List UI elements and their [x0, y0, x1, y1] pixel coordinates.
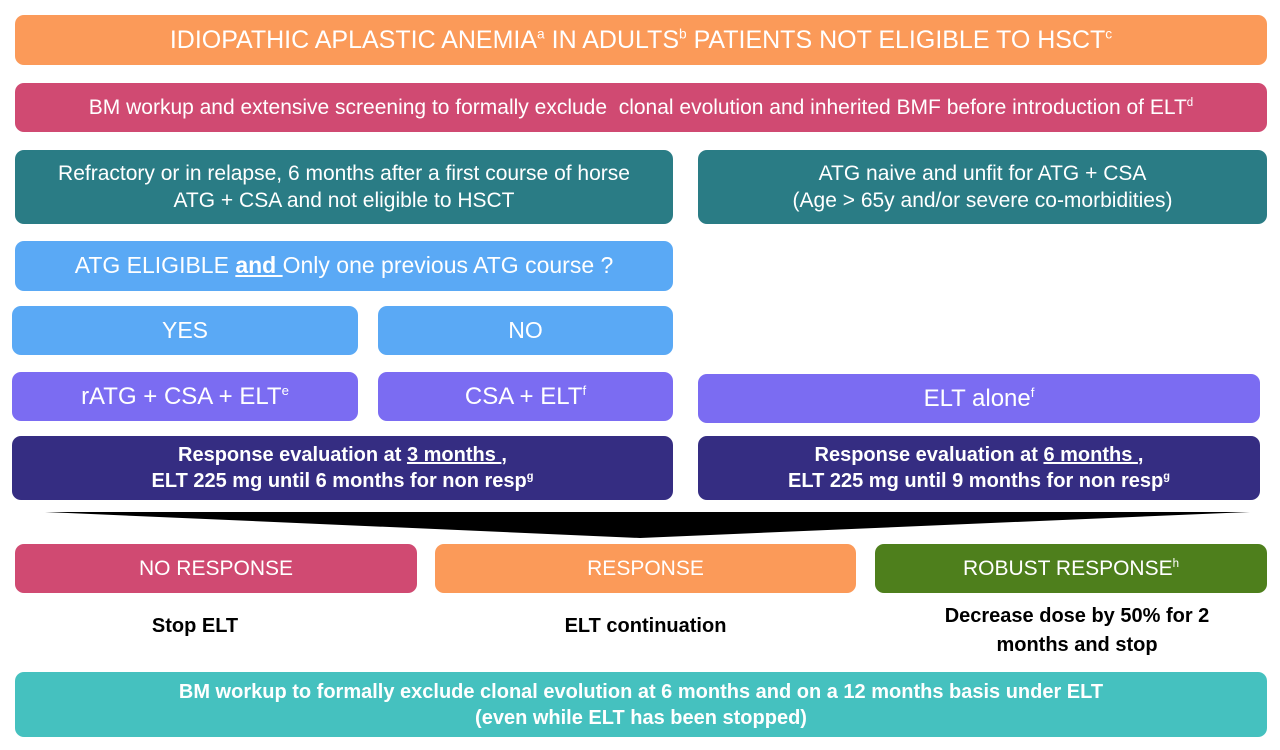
- sup: d: [1186, 96, 1194, 109]
- line: Response evaluation at 6 months ,: [815, 442, 1144, 468]
- sup: f: [582, 382, 587, 398]
- text: ELT 225 mg until 6 months for non resp: [151, 470, 527, 492]
- robust: ROBUST RESPONSEh: [963, 555, 1179, 582]
- question: ATG ELIGIBLE and Only one previous ATG c…: [75, 251, 614, 281]
- text: ,: [501, 444, 507, 466]
- line: Decrease dose by 50% for 2: [944, 605, 1210, 627]
- refractory-box: Refractory or in relapse, 6 months after…: [15, 150, 673, 224]
- no-box: NO: [378, 306, 673, 355]
- screening-box: BM workup and extensive screening to for…: [15, 83, 1267, 132]
- text: ELT 225 mg until 9 months for non resp: [788, 470, 1164, 492]
- yes: YES: [161, 316, 209, 343]
- text: CSA + ELT: [464, 382, 583, 410]
- text: Only one previous ATG course ?: [282, 252, 614, 279]
- line: ELT 225 mg until 6 months for non respg: [152, 468, 534, 494]
- response: RESPONSE: [587, 556, 704, 580]
- naive-box: ATG naive and unfit for ATG + CSA (Age >…: [698, 150, 1267, 224]
- no-response: NO RESPONSE: [138, 556, 294, 580]
- sup: a: [537, 26, 545, 42]
- line: ELT 225 mg until 9 months for non respg: [788, 468, 1170, 494]
- robust-box: ROBUST RESPONSEh: [875, 544, 1267, 593]
- sup: b: [679, 26, 687, 42]
- yes-box: YES: [12, 306, 358, 355]
- line: BM workup to formally exclude clonal evo…: [178, 680, 1104, 703]
- title: IDIOPATHIC APLASTIC ANEMIAa IN ADULTSb P…: [170, 24, 1112, 57]
- text: Response evaluation at: [178, 444, 407, 466]
- no-response-box: NO RESPONSE: [15, 544, 417, 593]
- text: IDIOPATHIC APLASTIC ANEMIA: [169, 25, 538, 54]
- csa-box: CSA + ELTf: [378, 372, 673, 421]
- sup: c: [1105, 26, 1113, 42]
- footer-box: BM workup to formally exclude clonal evo…: [15, 672, 1267, 737]
- line: (even while ELT has been stopped): [475, 706, 807, 729]
- emphasis: 6 months: [1043, 444, 1138, 466]
- emphasis: 3 months: [406, 444, 502, 466]
- text: ROBUST RESPONSE: [962, 556, 1173, 580]
- line: (Age > 65y and/or severe co-morbidities): [792, 189, 1173, 212]
- continue-action: ELT continuation: [564, 615, 727, 637]
- title-box: IDIOPATHIC APLASTIC ANEMIAa IN ADULTSb P…: [15, 15, 1267, 65]
- screening: BM workup and extensive screening to for…: [89, 94, 1193, 121]
- line: Refractory or in relapse, 6 months after…: [58, 161, 630, 185]
- text: PATIENTS NOT ELIGIBLE TO HSCT: [686, 25, 1106, 54]
- text: Response evaluation at: [814, 444, 1044, 466]
- text: rATG + CSA + ELT: [81, 382, 282, 410]
- line: Response evaluation at 3 months ,: [178, 442, 507, 468]
- text: BM workup and extensive screening to for…: [88, 95, 1187, 119]
- sup: e: [281, 382, 289, 398]
- sup: g: [526, 470, 534, 483]
- question-box: ATG ELIGIBLE and Only one previous ATG c…: [15, 241, 673, 291]
- sup: h: [1172, 557, 1180, 570]
- merge-arrow: [45, 512, 1250, 538]
- line: months and stop: [996, 634, 1158, 656]
- text: IN ADULTS: [544, 25, 679, 54]
- decrease-action: Decrease dose by 50% for 2 months and st…: [875, 602, 1279, 660]
- text: ,: [1137, 444, 1144, 466]
- no: NO: [508, 316, 543, 343]
- sup: f: [1030, 384, 1035, 400]
- eval-left-box: Response evaluation at 3 months , ELT 22…: [12, 436, 673, 500]
- text: ATG ELIGIBLE: [74, 252, 236, 279]
- sup: g: [1163, 470, 1170, 483]
- emphasis: and: [235, 252, 283, 279]
- alone: ELT alonef: [924, 383, 1035, 414]
- line: ATG + CSA and not eligible to HSCT: [173, 189, 515, 212]
- alone-box: ELT alonef: [698, 374, 1260, 423]
- ratg-box: rATG + CSA + ELTe: [12, 372, 358, 421]
- eval-right-box: Response evaluation at 6 months , ELT 22…: [698, 436, 1260, 500]
- text: ELT alone: [923, 384, 1031, 412]
- ratg: rATG + CSA + ELTe: [81, 381, 289, 412]
- line: ATG naive and unfit for ATG + CSA: [818, 161, 1147, 185]
- response-box: RESPONSE: [435, 544, 856, 593]
- stop-action: Stop ELT: [151, 615, 239, 637]
- csa: CSA + ELTf: [465, 381, 586, 412]
